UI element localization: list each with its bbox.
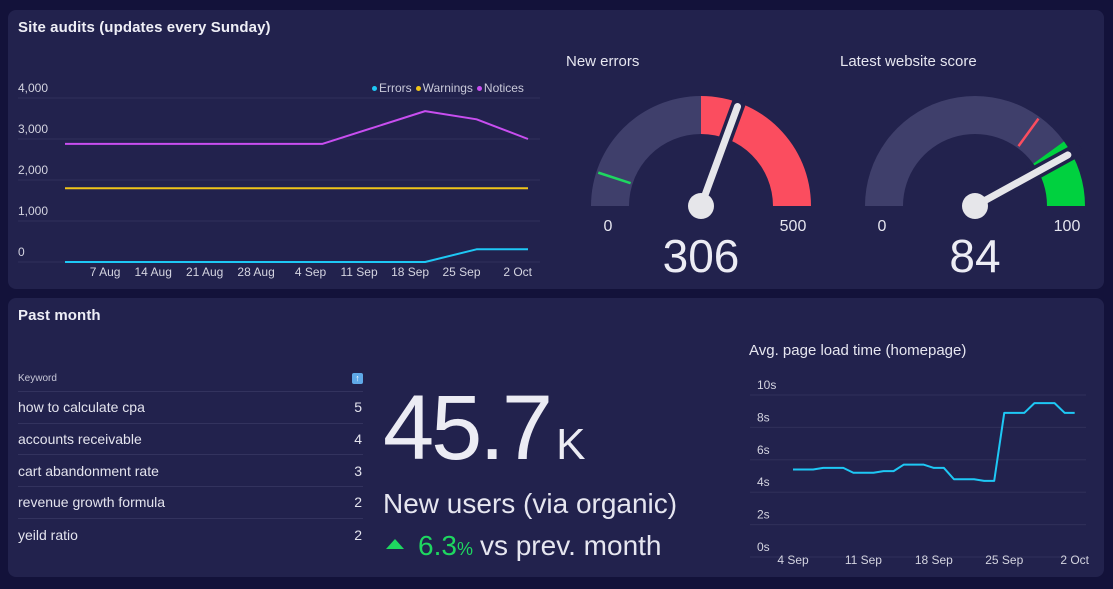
- x-tick-label: 28 Aug: [237, 265, 274, 279]
- legend-errors-label: Errors: [379, 81, 412, 95]
- new-users-number: 45.7: [383, 377, 553, 479]
- gauge-min-label: 0: [604, 218, 613, 235]
- keyword-text: how to calculate cpa: [18, 399, 145, 416]
- keyword-count: 4: [354, 431, 362, 448]
- x-tick-label: 14 Aug: [135, 265, 172, 279]
- gauge-band: [865, 96, 1064, 206]
- gauge-needle: [971, 151, 1072, 210]
- new-users-value: 45.7 K: [383, 382, 677, 474]
- past-month-title: Past month: [18, 307, 101, 324]
- keyword-text: yeild ratio: [18, 526, 78, 543]
- load-time-title: Avg. page load time (homepage): [749, 342, 967, 359]
- x-tick-label: 7 Aug: [90, 265, 121, 279]
- y-tick-label: 4s: [757, 475, 770, 489]
- gauge-threshold-marker: [597, 171, 632, 185]
- keyword-text: accounts receivable: [18, 431, 142, 448]
- y-tick-label: 8s: [757, 410, 770, 424]
- x-tick-label: 25 Sep: [985, 553, 1023, 567]
- keyword-row[interactable]: how to calculate cpa 5: [18, 392, 363, 424]
- keyword-row[interactable]: accounts receivable 4: [18, 424, 363, 456]
- change-text: vs prev. month: [479, 530, 662, 561]
- new-errors-title: New errors: [566, 53, 640, 70]
- y-tick-label: 4,000: [18, 81, 48, 95]
- gauge-max-label: 100: [1054, 218, 1081, 235]
- gauge-max-label: 500: [780, 218, 807, 235]
- legend-warnings-label: Warnings: [422, 81, 473, 95]
- keyword-count: 2: [354, 526, 362, 543]
- x-tick-label: 21 Aug: [186, 265, 223, 279]
- y-tick-label: 3,000: [18, 122, 48, 136]
- legend-notices[interactable]: Notices: [476, 81, 524, 95]
- notices-line[interactable]: [65, 110, 529, 145]
- keyword-count: 5: [354, 399, 362, 416]
- site-audits-panel: Site audits (updates every Sunday) Error…: [8, 10, 1104, 289]
- x-tick-label: 2 Oct: [503, 265, 532, 279]
- new-errors-gauge: 0 500 306: [591, 91, 811, 282]
- gauge-value: 306: [663, 230, 740, 282]
- gauge-threshold-marker: [1017, 117, 1040, 147]
- site-audits-title: Site audits (updates every Sunday): [18, 19, 271, 36]
- site-audits-line-chart: 0 1,000 2,000 3,000 4,000 7 Aug 14 Aug 21 Aug 28…: [18, 81, 540, 279]
- keyword-count: 2: [354, 494, 362, 511]
- x-tick-label: 2 Oct: [1060, 553, 1089, 567]
- page-load-time-line-chart: 10s 8s 6s 4s 2s 0s 4 Sep 11 Sep 18 Sep 25 Sep 2 Oc…: [750, 378, 1090, 567]
- change-value: 6.3: [418, 530, 457, 561]
- x-tick-label: 18 Sep: [391, 265, 429, 279]
- gauge-band: [591, 96, 701, 206]
- change-unit: %: [456, 539, 473, 559]
- y-tick-label: 6s: [757, 443, 770, 457]
- errors-dot-icon: [372, 85, 377, 91]
- x-tick-label: 4 Sep: [777, 553, 809, 567]
- x-tick-label: 25 Sep: [443, 265, 481, 279]
- gauge-value: 84: [949, 230, 1000, 282]
- keyword-text: revenue growth formula: [18, 494, 166, 511]
- y-tick-label: 0: [18, 245, 25, 259]
- keyword-row[interactable]: revenue growth formula 2: [18, 487, 363, 519]
- load-time-line[interactable]: [793, 402, 1075, 482]
- legend-warnings[interactable]: Warnings: [415, 81, 473, 95]
- keyword-text: cart abandonment rate: [18, 462, 159, 479]
- gauge-min-label: 0: [878, 218, 887, 235]
- y-tick-label: 2s: [757, 508, 770, 522]
- gauge-needle: [697, 102, 742, 210]
- notices-dot-icon: [476, 85, 482, 91]
- keyword-row[interactable]: cart abandonment rate 3: [18, 455, 363, 488]
- y-tick-label: 2,000: [18, 163, 48, 177]
- y-tick-label: 0s: [757, 540, 770, 554]
- website-score-title: Latest website score: [840, 53, 977, 70]
- sort-up-icon[interactable]: ↑: [352, 373, 363, 384]
- errors-line[interactable]: [65, 248, 528, 263]
- y-tick-label: 1,000: [18, 204, 48, 218]
- x-tick-label: 4 Sep: [295, 265, 327, 279]
- keyword-count: 3: [354, 462, 362, 479]
- keyword-row[interactable]: yeild ratio 2: [18, 519, 363, 551]
- new-users-suffix: K: [556, 420, 586, 469]
- keyword-table: Keyword ↑ how to calculate cpa 5 accounts …: [18, 366, 363, 550]
- warnings-dot-icon: [415, 85, 421, 91]
- x-tick-label: 11 Sep: [341, 265, 378, 279]
- x-tick-label: 18 Sep: [915, 553, 953, 567]
- website-score-gauge: 0 100 84: [865, 96, 1085, 282]
- trend-up-icon: [386, 539, 404, 549]
- gauge-needle-hub: [962, 193, 988, 219]
- legend-errors[interactable]: Errors: [372, 81, 412, 95]
- x-tick-label: 11 Sep: [845, 553, 882, 567]
- change-indicator: 6.3 % vs prev. month: [383, 530, 677, 562]
- legend-notices-label: Notices: [483, 81, 524, 95]
- gauge-needle-hub: [688, 193, 714, 219]
- new-users-stat: 45.7 K New users (via organic) 6.3 % vs …: [383, 382, 677, 562]
- new-users-label: New users (via organic): [383, 488, 678, 519]
- keyword-column-header[interactable]: Keyword: [18, 373, 57, 384]
- past-month-panel: Past month Keyword ↑ how to calculate cp…: [8, 298, 1104, 577]
- keyword-table-header: Keyword ↑: [18, 366, 363, 392]
- audits-legend: Errors Warnings Notices: [372, 81, 524, 95]
- y-tick-label: 10s: [757, 378, 776, 392]
